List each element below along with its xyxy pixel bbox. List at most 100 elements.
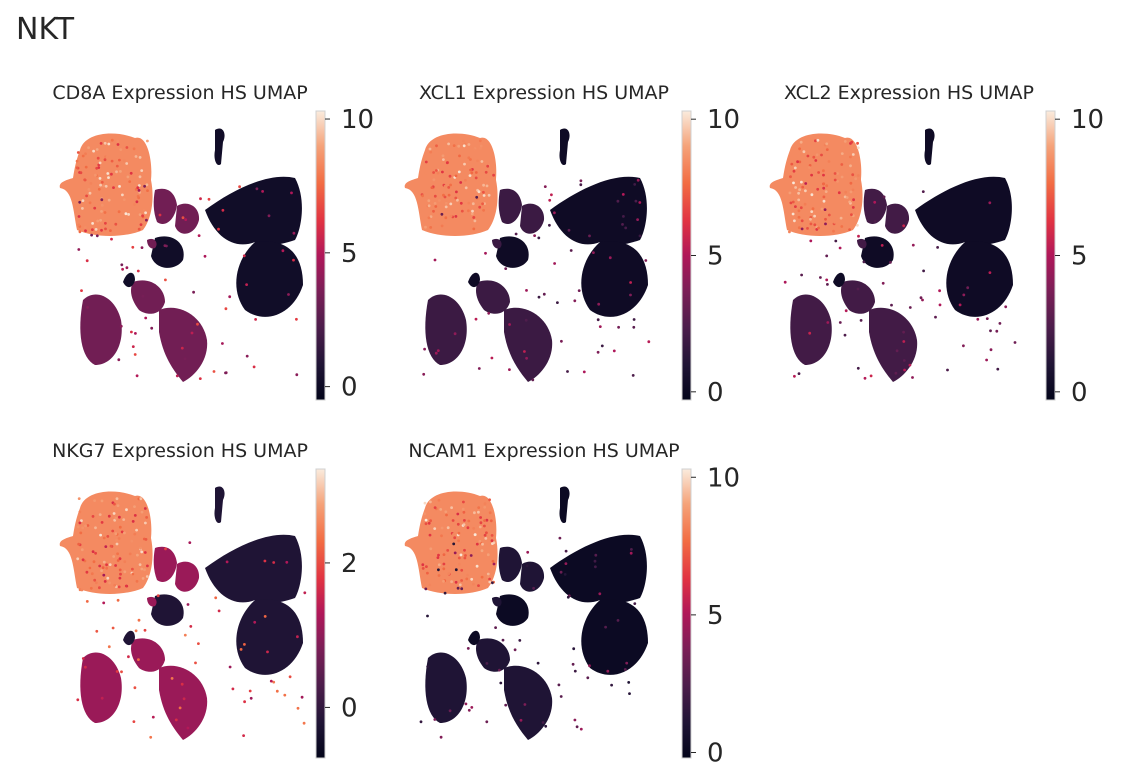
umap-point — [851, 173, 855, 177]
umap-point — [136, 269, 140, 273]
umap-point — [470, 577, 474, 581]
umap-point — [437, 498, 441, 502]
umap-point — [296, 706, 300, 710]
umap-point — [475, 542, 479, 546]
umap-point — [110, 172, 113, 176]
umap-point — [119, 148, 123, 151]
umap-point — [444, 205, 448, 209]
colorbar-tick-label: 0 — [341, 373, 358, 403]
umap-point — [110, 159, 114, 163]
umap-point — [479, 521, 483, 525]
umap-point — [221, 208, 225, 212]
umap-point — [95, 581, 98, 585]
umap-point — [911, 376, 914, 379]
umap-point — [281, 249, 285, 253]
panel-title: XCL1 Expression HS UMAP — [419, 82, 669, 104]
colorbar — [315, 110, 326, 401]
umap-point — [889, 261, 892, 264]
umap-point — [490, 539, 494, 543]
umap-point — [902, 340, 906, 343]
umap-point — [141, 577, 145, 580]
colorbar-tick-label: 10 — [707, 463, 740, 493]
umap-point — [78, 521, 82, 525]
umap-point — [224, 307, 228, 311]
umap-point — [797, 215, 801, 219]
umap-point — [135, 528, 138, 532]
umap-point — [460, 579, 463, 582]
umap-point — [198, 377, 202, 380]
umap-point — [228, 665, 232, 669]
umap-point — [594, 565, 597, 569]
umap-point — [84, 165, 88, 169]
umap-point — [463, 519, 466, 522]
umap-point — [429, 500, 432, 504]
umap-point — [814, 139, 817, 143]
umap-point — [139, 223, 143, 226]
umap-point — [966, 286, 970, 290]
umap-point — [862, 260, 866, 264]
umap-point — [424, 518, 428, 522]
umap-point — [86, 306, 89, 309]
colorbar-tick-label: 10 — [1071, 105, 1104, 135]
umap-point — [117, 585, 121, 589]
umap-point — [833, 178, 837, 182]
umap-point — [439, 508, 443, 511]
umap-point — [194, 661, 197, 665]
umap-point — [804, 189, 807, 193]
umap-point — [117, 210, 121, 214]
umap-point — [488, 577, 491, 581]
umap-point — [483, 533, 487, 537]
umap-point — [450, 580, 453, 584]
umap-point — [474, 171, 478, 174]
umap-point — [151, 715, 155, 719]
umap-cluster-G — [496, 236, 529, 268]
umap-point — [137, 196, 141, 200]
umap-point — [272, 561, 276, 564]
umap-point — [825, 142, 829, 146]
umap-point — [636, 178, 640, 182]
umap-point — [445, 513, 448, 517]
umap-panel-3: XCL2 Expression HS UMAP 0 5 10 — [769, 82, 1104, 408]
umap-point — [596, 350, 600, 354]
umap-point — [113, 583, 117, 587]
umap-point — [473, 219, 477, 223]
umap-point — [436, 171, 440, 175]
umap-point — [834, 239, 838, 243]
umap-cluster-G — [151, 594, 184, 626]
umap-point — [823, 208, 827, 211]
umap-point — [87, 146, 90, 150]
umap-point — [445, 161, 449, 165]
umap-point — [111, 529, 115, 533]
umap-point — [217, 609, 221, 613]
umap-point — [638, 234, 642, 238]
umap-scatter — [59, 128, 303, 382]
umap-point — [487, 311, 491, 315]
umap-point — [127, 655, 130, 659]
umap-point — [123, 560, 127, 564]
umap-point — [501, 638, 505, 642]
umap-point — [150, 326, 154, 330]
umap-point — [80, 548, 84, 552]
umap-point — [433, 527, 437, 530]
umap-point — [588, 234, 591, 238]
colorbar-tick-label: 5 — [707, 242, 724, 272]
umap-cluster-B — [498, 188, 522, 225]
umap-point — [629, 293, 632, 297]
umap-point — [107, 198, 111, 202]
umap-point — [81, 207, 84, 210]
umap-point — [463, 556, 467, 560]
umap-point — [845, 196, 849, 199]
colorbar-tick-label: 5 — [707, 601, 724, 631]
umap-cluster-B — [153, 546, 177, 583]
umap-point — [470, 706, 474, 709]
umap-point — [553, 211, 556, 215]
umap-point — [295, 317, 298, 321]
umap-point — [95, 166, 99, 170]
umap-point — [988, 271, 992, 274]
umap-point — [424, 160, 428, 164]
umap-cluster-I — [131, 638, 165, 672]
umap-point — [183, 633, 187, 637]
umap-point — [486, 164, 490, 168]
umap-point — [421, 563, 425, 567]
umap-point — [81, 657, 85, 660]
